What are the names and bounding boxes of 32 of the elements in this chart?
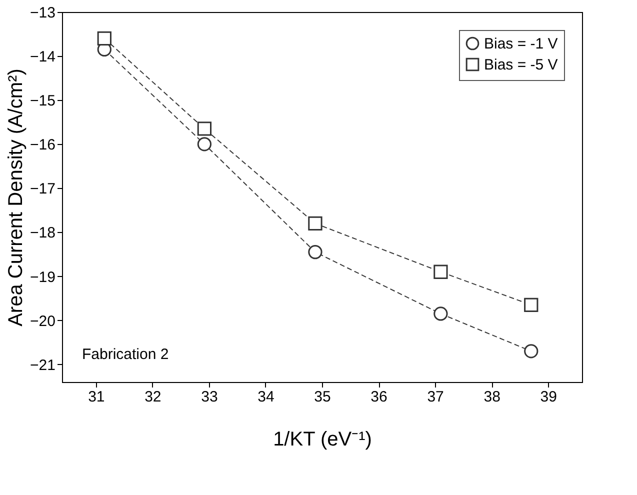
y-tick-label: −19 [30, 268, 56, 286]
x-tick-label: 33 [201, 388, 218, 406]
y-axis-title: Area Current Density (A/cm²) [5, 68, 28, 326]
y-tick-label: −18 [30, 224, 56, 242]
x-tick-label: 32 [144, 388, 162, 406]
x-tick-label: 37 [427, 388, 444, 406]
y-tick-label: −14 [30, 48, 56, 66]
x-tick-label: 38 [484, 388, 500, 406]
annotation: Fabrication 2 [82, 346, 169, 363]
y-tick-label: −20 [30, 312, 56, 330]
x-tick-label: 34 [258, 388, 274, 406]
y-tick-label: −17 [30, 180, 56, 198]
point [524, 298, 538, 312]
point [197, 122, 212, 136]
legend-label: Bias = -1 V [484, 36, 558, 52]
point [97, 31, 112, 46]
x-tick-label: 35 [314, 388, 331, 406]
x-tick-label: 36 [370, 388, 388, 406]
y-tick-label: −15 [30, 92, 56, 110]
y-tick-label: −13 [30, 4, 56, 22]
point [308, 244, 322, 260]
y-tick-label: −21 [30, 356, 56, 374]
y-tick-label: −16 [30, 136, 56, 154]
x-axis-title: 1/KT (eV⁻¹) [273, 428, 372, 450]
point [524, 344, 538, 358]
legend-label: Bias = -5 V [484, 56, 558, 74]
x-tick-label: 39 [540, 388, 557, 406]
x-tick-label: 31 [88, 388, 105, 406]
point [197, 137, 212, 152]
point [434, 306, 448, 321]
point [308, 216, 322, 231]
point [434, 264, 448, 279]
